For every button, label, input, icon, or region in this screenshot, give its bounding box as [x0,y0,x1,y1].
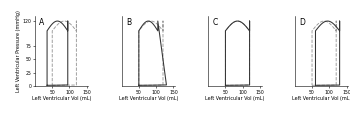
Text: A: A [39,18,44,27]
X-axis label: Left Ventricular Vol (mL): Left Ventricular Vol (mL) [205,96,265,101]
Text: C: C [212,18,218,27]
Y-axis label: Left Ventricular Pressure (mmHg): Left Ventricular Pressure (mmHg) [16,10,21,92]
X-axis label: Left Ventricular Vol (mL): Left Ventricular Vol (mL) [119,96,178,101]
Text: D: D [299,18,305,27]
X-axis label: Left Ventricular Vol (mL): Left Ventricular Vol (mL) [32,96,91,101]
X-axis label: Left Ventricular Vol (mL): Left Ventricular Vol (mL) [292,96,350,101]
Text: B: B [126,18,131,27]
